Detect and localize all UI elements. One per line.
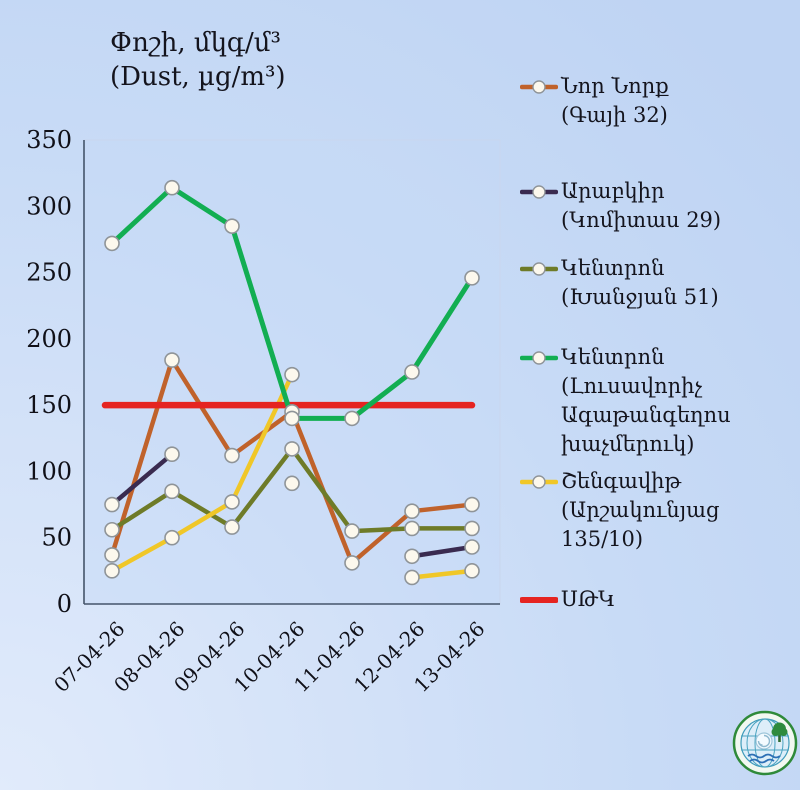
y-tick-label: 50: [41, 524, 72, 552]
data-point-marker: [224, 494, 240, 510]
data-point-marker: [404, 520, 420, 537]
data-point-marker: [104, 496, 120, 513]
legend-label: ՍԹԿ: [561, 587, 615, 611]
logo-ring-text: [733, 711, 797, 775]
data-point-marker: [164, 446, 180, 462]
data-point-marker: [464, 520, 480, 537]
logo-tree-icon: [771, 722, 788, 742]
chart-title-line1: Փոշի, մկգ/մ³: [110, 28, 281, 58]
series-line: [109, 372, 295, 574]
y-tick-label: 150: [26, 391, 72, 419]
y-tick-label: 300: [26, 192, 72, 220]
agency-logo: [732, 710, 798, 776]
chart-title-line2: (Dust, µg/m³): [110, 62, 286, 92]
data-point-marker: [464, 270, 480, 286]
chart-title: Փոշի, մկգ/մ³ (Dust, µg/m³): [110, 26, 286, 94]
data-point-marker: [464, 496, 480, 513]
data-point-marker: [404, 503, 420, 520]
series-line: [109, 451, 175, 507]
y-tick-label: 250: [26, 259, 72, 287]
data-point-marker: [404, 364, 420, 380]
data-point-marker: [284, 441, 300, 457]
data-point-marker: [164, 352, 180, 368]
data-point-marker: [284, 475, 300, 492]
legend-entry: Կենտրոն (Լուսավորիչ Ագաթանգեղոս խաչմերուկ): [520, 343, 795, 459]
y-tick-label: 0: [57, 590, 72, 618]
legend-label: Նոր Նորք (Գայի 32): [561, 74, 669, 127]
legend-entry: Շենգավիթ (Արշակունյաց 135/10): [520, 467, 795, 554]
data-point-marker: [404, 548, 420, 565]
data-point-marker: [164, 529, 180, 546]
legend-entry: Նոր Նորք (Գայի 32): [520, 72, 795, 130]
legend-marker-icon: [520, 597, 558, 603]
y-tick-label: 200: [26, 325, 72, 353]
data-point-marker: [344, 555, 360, 571]
series-line: [409, 568, 475, 580]
data-point-marker: [284, 366, 300, 383]
data-point-marker: [104, 521, 120, 538]
data-point-marker: [404, 569, 420, 586]
data-point-marker: [104, 563, 120, 579]
chart-plot: 0 50 100 150 200 250 300 350 07-04-26 08-04-26 09-…: [20, 125, 520, 710]
legend-marker-icon: [520, 80, 558, 94]
legend-label: Շենգավիթ (Արշակունյաց 135/10): [561, 469, 720, 551]
chart-legend: Նոր Նորք (Գայի 32) Արաբկիր (Կոմիտաս 29) Կենտ…: [520, 72, 795, 614]
legend-entry: ՍԹԿ: [520, 585, 795, 614]
series-line: [409, 544, 475, 559]
data-point-marker: [104, 235, 120, 252]
data-point-marker: [344, 523, 360, 539]
legend-entry: Կենտրոն (Խանջյան 51): [520, 254, 795, 312]
legend-marker-icon: [520, 185, 558, 199]
data-point-marker: [224, 447, 240, 464]
y-tick-label: 100: [26, 457, 72, 485]
legend-label: Կենտրոն (Խանջյան 51): [561, 256, 719, 309]
legend-label: Արաբկիր (Կոմիտաս 29): [561, 179, 722, 232]
chart-canvas: 05010015020025030035007-04-2608-04-2609-…: [26, 126, 501, 697]
data-point-marker: [344, 410, 360, 427]
data-point-marker: [464, 539, 480, 555]
legend-label: Կենտրոն (Լուսավորիչ Ագաթանգեղոս խաչմերուկ): [561, 345, 731, 456]
legend-entry: Արաբկիր (Կոմիտաս 29): [520, 177, 795, 235]
data-point-marker: [464, 563, 480, 579]
data-point-marker: [284, 410, 300, 427]
data-point-marker: [104, 547, 120, 563]
data-point-marker: [224, 519, 240, 535]
logo-waves-icon: [747, 753, 781, 764]
legend-marker-icon: [520, 475, 558, 489]
logo-swirl-line: [757, 734, 771, 748]
data-point-marker: [164, 179, 180, 196]
y-tick-label: 350: [26, 126, 72, 154]
legend-marker-icon: [520, 262, 558, 276]
legend-marker-icon: [520, 351, 558, 365]
data-point-marker: [164, 483, 180, 500]
data-point-marker: [224, 218, 240, 234]
